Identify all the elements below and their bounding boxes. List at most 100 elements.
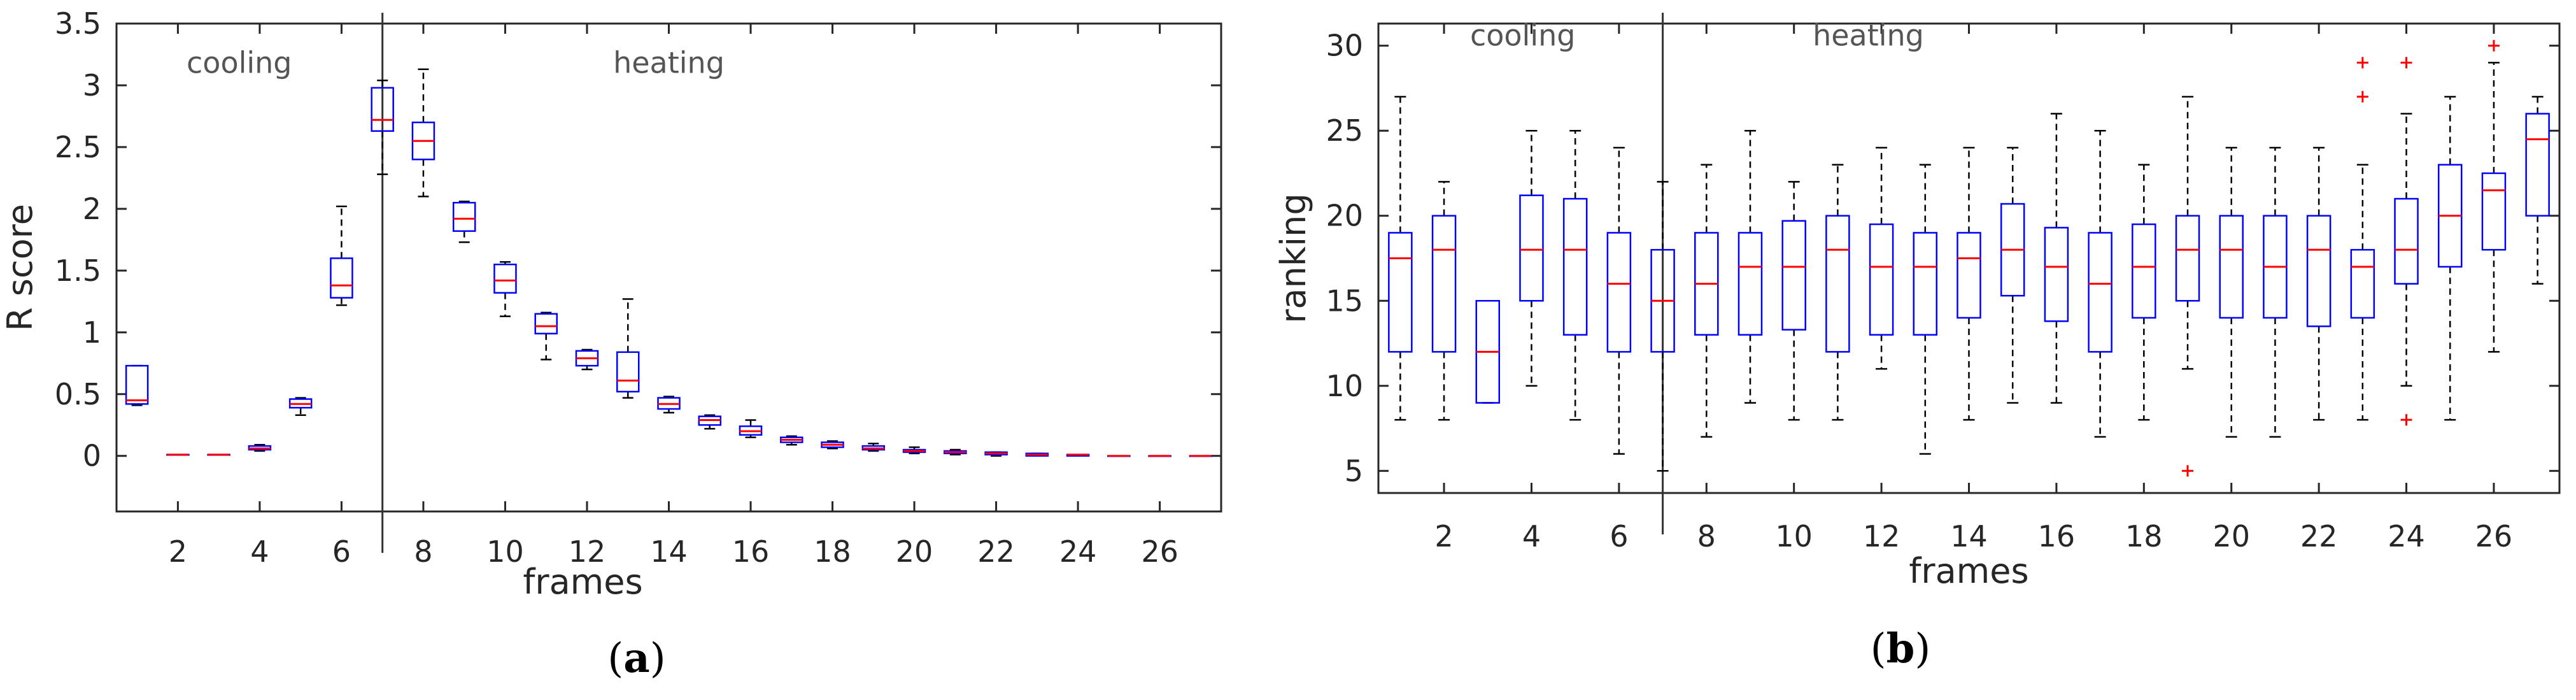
box-frame-13 (1913, 164, 1938, 455)
box-frame-16 (739, 419, 763, 438)
x-axis-label: frames (523, 562, 642, 602)
x-tick-label: 2 (169, 534, 187, 569)
x-tick-label: 14 (1950, 519, 1988, 554)
x-tick-label: 6 (1610, 519, 1628, 554)
box-frame-4 (1519, 129, 1544, 387)
iqr-box (371, 87, 394, 132)
box-frame-5 (1562, 129, 1588, 421)
region-label-heating: heating (613, 46, 725, 80)
x-tick-label: 14 (650, 534, 688, 569)
x-tick-label: 6 (332, 534, 351, 569)
box-frame-3 (1475, 300, 1501, 404)
box-frame-24 (1066, 454, 1090, 457)
x-tick-label: 22 (977, 534, 1015, 569)
outlier-frame-26 (2488, 39, 2500, 52)
box-frame-6 (330, 205, 353, 306)
y-tick-label: 2 (83, 192, 101, 226)
box-frame-7 (1650, 181, 1675, 472)
y-tick-label: 30 (1326, 29, 1363, 63)
x-tick-label: 4 (250, 534, 269, 569)
box-frame-21 (944, 448, 967, 456)
iqr-box (2219, 215, 2244, 319)
box-frame-22 (2306, 146, 2332, 421)
x-tick-label: 8 (414, 534, 432, 569)
iqr-box (2132, 223, 2156, 319)
box-frame-18 (2132, 164, 2156, 421)
box-frame-15 (2000, 146, 2025, 404)
iqr-box (2306, 215, 2332, 327)
box-frame-19 (861, 443, 886, 452)
region-label-heating: heating (1813, 18, 1924, 53)
box-frame-20 (2219, 146, 2244, 438)
plot-frame (115, 22, 1222, 513)
x-tick-label: 10 (1775, 519, 1813, 554)
box-frame-20 (902, 446, 926, 455)
panel-caption: (b) (1871, 625, 1931, 673)
iqr-box (1825, 215, 1850, 353)
box-frame-17 (780, 435, 803, 446)
outlier-frame-24 (2400, 57, 2412, 69)
box-frame-9 (1737, 129, 1763, 404)
y-tick-label: 1 (83, 315, 101, 350)
box-frame-18 (821, 440, 844, 450)
y-tick-label: 0.5 (55, 377, 101, 411)
box-frame-25 (2437, 96, 2463, 421)
box-frame-27 (2525, 96, 2550, 285)
iqr-box (2525, 113, 2550, 217)
iqr-box (1562, 197, 1588, 336)
x-tick-label: 26 (1141, 534, 1178, 569)
region-label-cooling: cooling (187, 46, 292, 80)
y-axis-label: ranking (1273, 193, 1313, 323)
box-frame-19 (2175, 96, 2200, 370)
x-tick-label: 4 (1522, 519, 1541, 554)
iqr-box (616, 351, 640, 393)
box-frame-10 (493, 261, 517, 317)
box-frame-21 (2263, 146, 2288, 438)
x-tick-label: 18 (814, 534, 851, 569)
y-axis-label: R score (0, 204, 40, 331)
box-frame-1 (1388, 96, 1413, 421)
x-tick-label: 20 (896, 534, 933, 569)
box-frame-11 (1825, 164, 1850, 421)
y-tick-label: 2.5 (55, 130, 101, 164)
iqr-box (1737, 232, 1763, 336)
y-tick-label: 0 (83, 439, 101, 473)
box-frame-2 (1431, 181, 1457, 421)
iqr-box (125, 364, 149, 405)
box-frame-8 (1694, 164, 1719, 438)
box-frame-4 (248, 444, 272, 452)
outlier-frame-23 (2356, 57, 2368, 69)
box-frame-15 (698, 414, 722, 430)
box-frame-27 (1189, 455, 1213, 457)
box-frame-14 (1957, 146, 1981, 421)
iqr-box (1781, 220, 1806, 331)
box-frame-17 (2088, 129, 2112, 438)
box-frame-8 (411, 68, 435, 197)
iqr-box (1519, 194, 1544, 302)
iqr-box (1606, 232, 1632, 353)
x-tick-label: 24 (2388, 519, 2425, 554)
y-tick-label: 3 (83, 68, 101, 103)
box-frame-23 (2350, 164, 2375, 421)
outlier-frame-19 (2182, 465, 2194, 477)
y-tick-label: 5 (1345, 454, 1363, 488)
box-frame-6 (1606, 146, 1632, 455)
y-tick-label: 15 (1326, 283, 1363, 318)
y-tick-label: 25 (1326, 113, 1363, 148)
box-frame-5 (288, 397, 313, 416)
y-tick-label: 20 (1326, 199, 1363, 233)
box-frame-7 (371, 79, 394, 175)
iqr-box (1913, 232, 1938, 336)
x-tick-label: 12 (1863, 519, 1900, 554)
iqr-box (2088, 232, 2112, 353)
box-frame-12 (1869, 146, 1894, 370)
iqr-box (1869, 223, 1894, 336)
iqr-box (2175, 215, 2200, 302)
y-tick-label: 1.5 (55, 254, 101, 288)
iqr-box (1431, 215, 1457, 353)
y-tick-label: 3.5 (55, 6, 101, 41)
iqr-box (2350, 248, 2375, 319)
iqr-box (2481, 172, 2507, 251)
